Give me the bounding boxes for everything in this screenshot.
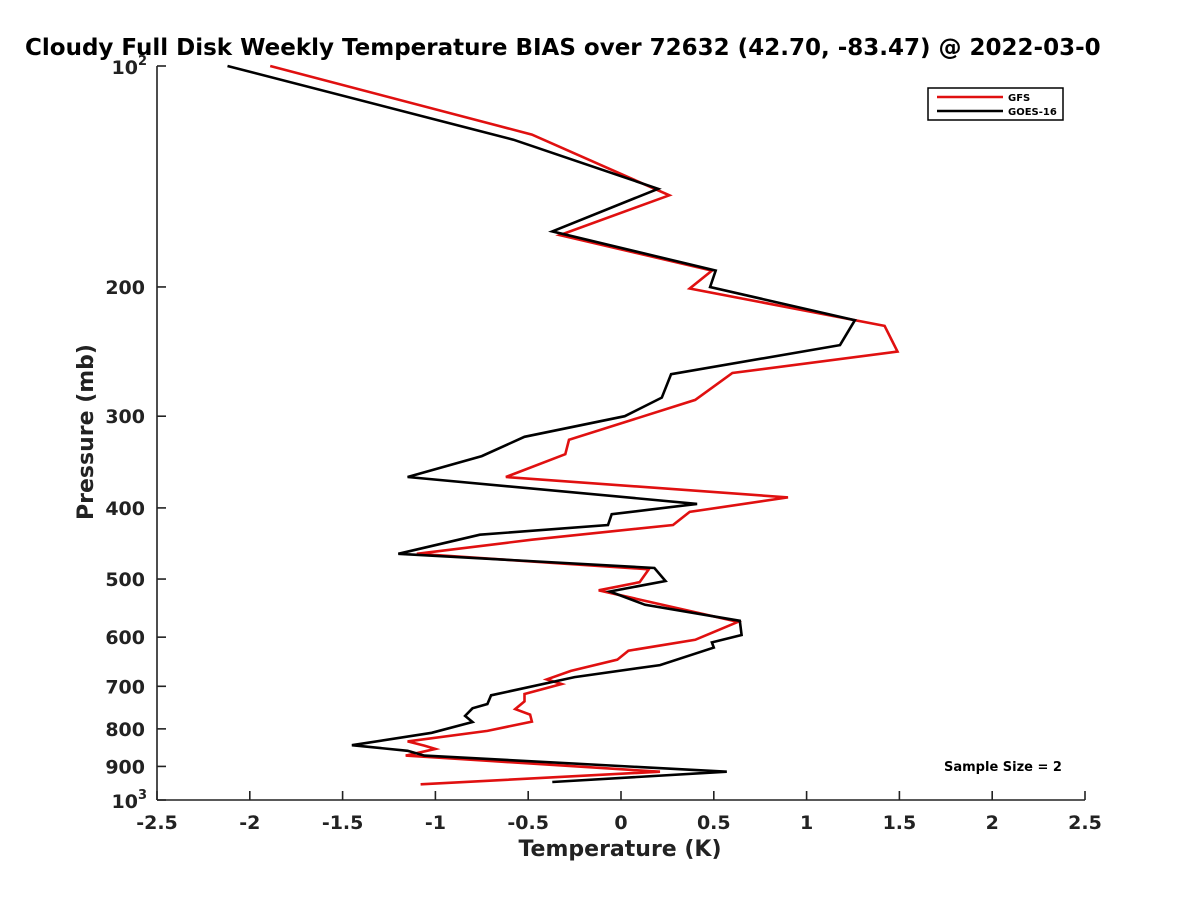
x-tick-label: -0.5 [507, 812, 549, 834]
x-tick-label: -2 [239, 812, 260, 834]
x-tick-label: 0.5 [697, 812, 731, 834]
axes-layer: -2.5 -2 -1.5 -1 -0.5 0 0.5 1 1.5 2 2.5102200300400… [105, 54, 1102, 834]
y-tick-exponent: 2 [138, 54, 147, 69]
y-tick-label: 103 [112, 788, 148, 813]
y-tick-label: 102 [112, 54, 148, 79]
y-tick-label: 700 [105, 676, 145, 698]
y-tick-label: 300 [105, 406, 145, 428]
x-tick-label: 2.5 [1068, 812, 1102, 834]
x-tick-label: -1 [425, 812, 446, 834]
y-tick-label: 500 [105, 569, 145, 591]
y-tick-exponent: 3 [138, 788, 147, 803]
x-tick-label: 1.5 [883, 812, 917, 834]
y-tick-label: 200 [105, 277, 145, 299]
series-layer [227, 64, 900, 786]
legend-goes16-label: GOES-16 [1008, 107, 1057, 118]
legend: GFS GOES-16 [927, 87, 1064, 121]
y-tick-label: 800 [105, 719, 145, 741]
x-tick-label: 0 [614, 812, 627, 834]
series-line-goes-16 [227, 64, 857, 784]
legend-box [927, 87, 1064, 121]
sample-size-annotation: Sample Size = 2 [944, 760, 1062, 775]
x-tick-label: 2 [986, 812, 999, 834]
chart-title: Cloudy Full Disk Weekly Temperature BIAS… [25, 35, 1101, 61]
x-tick-label: 1 [800, 812, 813, 834]
y-tick-label: 900 [105, 756, 145, 778]
y-tick-base: 10 [112, 57, 138, 79]
y-tick-base: 10 [112, 791, 138, 813]
x-tick-label: -2.5 [136, 812, 178, 834]
series-line-gfs [269, 64, 900, 786]
x-axis-label: Temperature (K) [518, 837, 721, 862]
x-tick-label: -1.5 [322, 812, 364, 834]
legend-gfs-label: GFS [1008, 93, 1030, 104]
y-tick-label: 600 [105, 627, 145, 649]
y-tick-label: 400 [105, 498, 145, 520]
y-axis-label: Pressure (mb) [74, 344, 99, 520]
